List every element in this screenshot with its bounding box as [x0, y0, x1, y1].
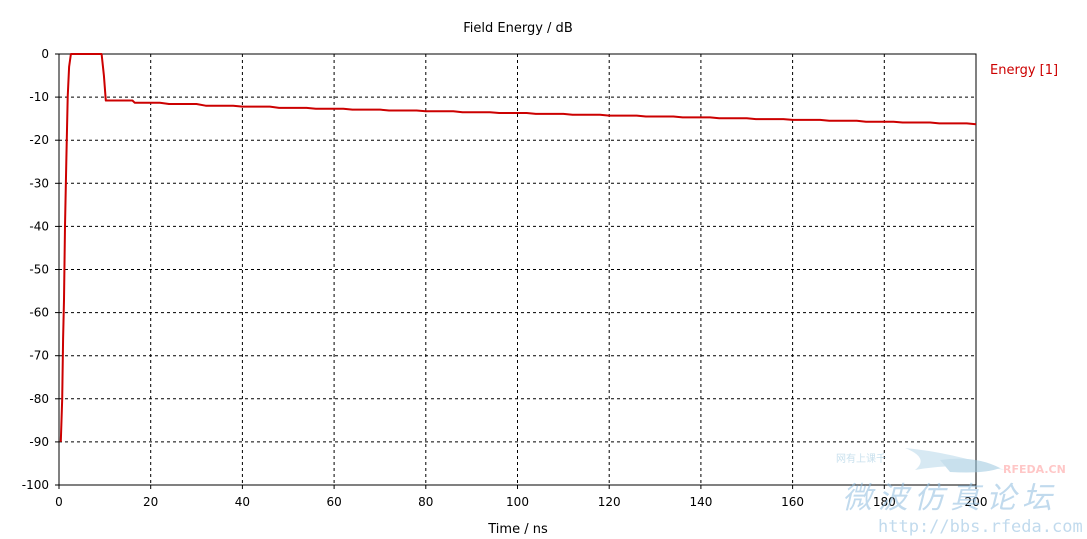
watermark-url: http://bbs.rfeda.com	[878, 517, 1083, 537]
series-line-energy	[59, 53, 977, 442]
watermark-cn-title: 微波仿真论坛	[842, 481, 1058, 516]
y-tick-label: -100	[22, 478, 49, 492]
x-tick-label: 180	[873, 495, 896, 509]
x-tick-label: 20	[143, 495, 158, 509]
y-axis-ticks: 0 -10 -20 -30 -40 -50 -60 -70 -80 -90 -100	[22, 47, 59, 492]
y-tick-label: -70	[29, 349, 49, 363]
x-axis-title: Time / ns	[487, 522, 548, 537]
x-tick-label: 0	[55, 495, 63, 509]
y-tick-label: -50	[29, 263, 49, 277]
y-tick-label: 0	[41, 47, 49, 61]
y-tick-label: -10	[29, 90, 49, 104]
x-tick-label: 100	[506, 495, 529, 509]
x-tick-label: 40	[235, 495, 250, 509]
x-tick-label: 120	[598, 495, 621, 509]
y-tick-label: -60	[29, 306, 49, 320]
x-tick-label: 140	[689, 495, 712, 509]
legend-entry-energy: Energy [1]	[990, 63, 1058, 78]
x-tick-label: 80	[418, 495, 433, 509]
watermark: 网有上课千 RFEDA.CN 微波仿真论坛 http://bbs.rfeda.c…	[836, 448, 1083, 537]
watermark-small-text: 网有上课千	[836, 452, 886, 465]
y-tick-label: -30	[29, 176, 49, 190]
x-tick-label: 160	[781, 495, 804, 509]
watermark-brand: RFEDA.CN	[1003, 463, 1066, 476]
x-tick-label: 200	[965, 495, 988, 509]
y-tick-label: -40	[29, 219, 49, 233]
plot-frame	[58, 53, 977, 486]
x-axis-ticks: 0 20 40 60 80 100 120 140 160 180 200	[55, 485, 987, 509]
y-tick-label: -80	[29, 392, 49, 406]
chart-title: Field Energy / dB	[463, 21, 572, 36]
grid-lines	[59, 54, 976, 485]
x-tick-label: 60	[326, 495, 341, 509]
y-tick-label: -20	[29, 133, 49, 147]
watermark-wing-icon	[940, 458, 1000, 473]
series-group	[59, 53, 977, 442]
y-tick-label: -90	[29, 435, 49, 449]
